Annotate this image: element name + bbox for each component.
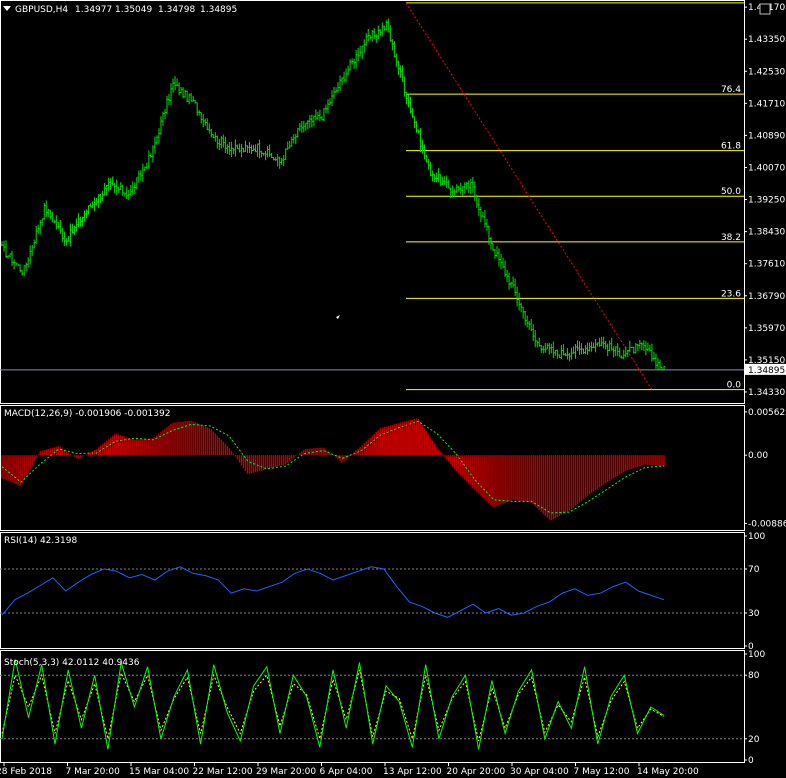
trendline[interactable] (405, 2, 653, 390)
price-tick-label: 1.40070 (748, 163, 785, 173)
rsi-line (1, 566, 665, 618)
time-tick-label: 15 Mar 04:00 (129, 767, 189, 777)
fib-level-label: 76.4 (721, 85, 741, 95)
corner-box-icon[interactable] (759, 3, 771, 15)
chart-header: GBPUSD,H4 1.34977 1.35049 1.34798 1.3489… (3, 5, 237, 15)
rsi-panel-frame (0, 532, 745, 649)
macd-panel[interactable]: MACD(12,26,9) -0.001906 -0.001392 0.0056… (1, 408, 786, 530)
candles-group (1, 18, 665, 371)
stoch-tick-label: 100 (748, 650, 765, 660)
stoch-tick-label: 80 (748, 671, 760, 681)
fib-level-label: 61.8 (721, 142, 741, 152)
macd-label: MACD(12,26,9) -0.001906 -0.001392 (4, 409, 170, 419)
current-price-badge: 1.34895 (745, 363, 786, 376)
stoch-main-line (1, 659, 665, 750)
macd-axis: 0.005625 0.00 -0.008863 (744, 408, 786, 529)
time-tick-label: 20 Apr 20:00 (447, 767, 506, 777)
stoch-label: Stoch(5,3,3) 42.0112 40.9436 (4, 658, 140, 668)
price-panel[interactable]: 100.076.461.850.038.223.60.0 1.441701.43… (0, 0, 786, 398)
time-tick-label: 22 Mar 12:00 (193, 767, 253, 777)
fib-level-label: 38.2 (721, 233, 741, 243)
price-tick-label: 1.35970 (748, 324, 785, 334)
macd-signal-line (1, 420, 665, 514)
price-tick-label: 1.35150 (748, 356, 785, 366)
fib-level-label: 0.0 (727, 381, 742, 391)
current-price-label: 1.34895 (748, 366, 785, 376)
macd-tick-label: 0.00 (748, 451, 768, 461)
time-tick-label: 30 Apr 04:00 (510, 767, 569, 777)
fib-level-label: 100.0 (715, 0, 741, 4)
rsi-tick-label: 30 (748, 609, 760, 619)
rsi-tick-label: 100 (748, 532, 765, 542)
main-panel-frame (0, 0, 745, 404)
macd-tick-label: -0.008863 (748, 519, 786, 529)
macd-panel-frame (0, 405, 745, 531)
rsi-axis: 100 70 30 0 (744, 532, 765, 652)
time-tick-label: 6 Apr 04:00 (320, 767, 373, 777)
stoch-panel-frame (0, 650, 745, 763)
stoch-tick-label: 20 (748, 735, 760, 745)
time-tick-label: 28 Feb 2018 (0, 767, 52, 777)
macd-tick-label: 0.005625 (748, 408, 786, 418)
rsi-label: RSI(14) 42.3198 (4, 536, 77, 546)
price-tick-label: 1.39250 (748, 196, 785, 206)
time-tick-label: 7 May 12:00 (574, 767, 630, 777)
header-high: 1.35049 (115, 5, 152, 15)
header-symbol: GBPUSD,H4 (15, 5, 68, 15)
rsi-levels (0, 568, 744, 614)
price-tick-label: 1.36790 (748, 292, 785, 302)
cursor-marker-icon (336, 315, 340, 319)
price-tick-label: 1.37610 (748, 260, 785, 270)
rsi-tick-label: 70 (748, 565, 760, 575)
price-tick-label: 1.34330 (748, 388, 785, 398)
time-tick-label: 13 Apr 12:00 (383, 767, 442, 777)
time-tick-label: 7 Mar 20:00 (66, 767, 121, 777)
time-axis: 28 Feb 2018 7 Mar 20:00 15 Mar 04:00 22 Mar… (0, 763, 699, 777)
time-tick-label: 29 Mar 20:00 (256, 767, 316, 777)
header-close: 1.34895 (200, 5, 237, 15)
collapse-arrow-icon[interactable] (3, 6, 11, 11)
fib-level-label: 50.0 (721, 187, 741, 197)
price-tick-label: 1.42530 (748, 67, 785, 77)
time-tick-label: 14 May 20:00 (637, 767, 699, 777)
fib-level-label: 23.6 (721, 289, 741, 299)
macd-histogram (1, 418, 665, 521)
fibonacci-retracement[interactable]: 100.0 76.4 61.8 50.0 38.2 23.6 0.0 (406, 0, 744, 391)
price-tick-label: 1.38430 (748, 228, 785, 238)
price-tick-label: 1.40890 (748, 131, 785, 141)
header-open: 1.34977 (75, 5, 112, 15)
rsi-tick-label: 0 (748, 642, 754, 652)
header-low: 1.34798 (158, 5, 195, 15)
price-tick-label: 1.43350 (748, 35, 785, 45)
rsi-panel[interactable]: RSI(14) 42.3198 100 70 30 0 (0, 532, 765, 652)
panel-frames (0, 0, 745, 763)
stochastic-panel[interactable]: Stoch(5,3,3) 42.0112 40.9436 100 80 20 0 (0, 650, 765, 766)
price-tick-label: 1.41710 (748, 99, 785, 109)
stoch-axis: 100 80 20 0 (744, 650, 765, 766)
stoch-tick-label: 0 (748, 756, 754, 766)
